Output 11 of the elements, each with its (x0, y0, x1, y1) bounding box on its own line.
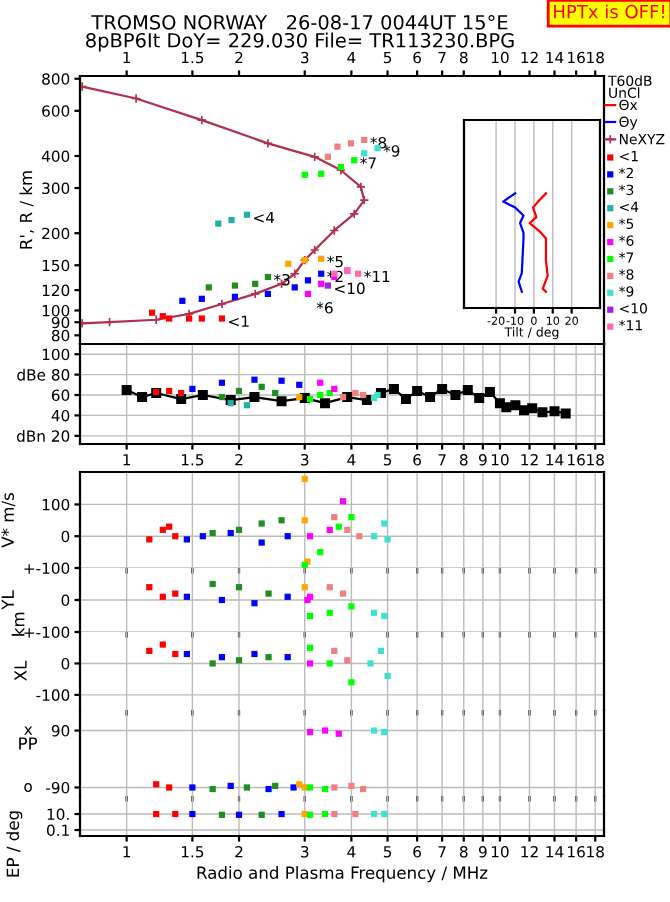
chart-title: TROMSO NORWAY 26-08-17 0044UT 15°E (91, 14, 508, 30)
y-axis-title: PP (19, 737, 38, 750)
y-axis-title: YL (1, 590, 14, 610)
text: km (11, 612, 25, 636)
x-axis-title: Radio and Plasma Frequency / MHz (197, 866, 488, 883)
chart-subtitle: 8pBP6It DoY= 229.030 File= TR113230.BPG (86, 32, 514, 52)
y-axis-title: R', R / km (19, 171, 35, 249)
y-axis-title: V* m/s (1, 493, 16, 548)
y-axis-title: EP / deg (6, 811, 23, 877)
text: HPTx is OFF! (554, 4, 664, 19)
y-axis-title: XL (14, 660, 27, 681)
